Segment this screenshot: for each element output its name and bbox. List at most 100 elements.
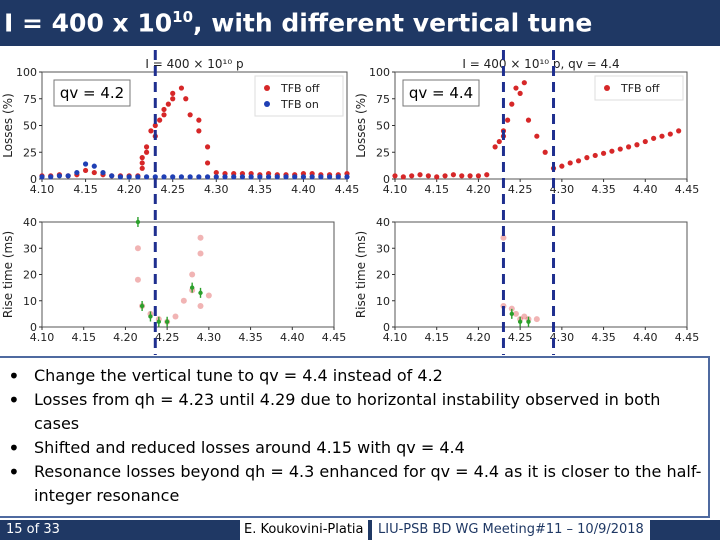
data-point (248, 174, 254, 180)
y-tick-label: 75 (23, 93, 37, 106)
x-tick-label: 4.20 (117, 183, 142, 196)
data-point (139, 303, 145, 309)
data-point (170, 96, 176, 102)
data-point (542, 149, 548, 155)
data-point (567, 160, 573, 166)
data-point (187, 112, 193, 118)
bullet-dot-icon: • (8, 364, 20, 388)
x-tick-label: 4.45 (322, 331, 347, 344)
data-point (575, 158, 582, 164)
y-tick-label: 20 (23, 269, 37, 282)
y-tick-label: 40 (23, 216, 37, 229)
data-point (180, 297, 187, 304)
data-point (189, 271, 196, 278)
plot-area: 4.10 4.15 4.20 4.25 4.30 4.35 4.40 4.45 0 25 50 75 1… (0, 50, 720, 355)
data-point (442, 173, 448, 179)
bullet-box: • Change the vertical tune to qv = 4.4 in… (0, 356, 710, 518)
data-point (164, 319, 170, 324)
data-point (172, 313, 179, 320)
bullet-list: • Change the vertical tune to qv = 4.4 in… (4, 364, 704, 508)
x-tick-label: 4.40 (280, 331, 305, 344)
bullet-item: • Resonance losses beyond qh = 4.3 enhanc… (4, 460, 704, 508)
data-point (82, 161, 89, 167)
data-point (161, 112, 167, 118)
data-point (198, 290, 203, 296)
x-tick-label: 4.10 (30, 183, 55, 196)
data-point (484, 172, 490, 178)
x-tick-label: 4.35 (238, 331, 263, 344)
data-point (239, 174, 246, 180)
data-point (161, 174, 167, 180)
y-tick-label: 40 (376, 216, 390, 229)
legend-label: TFB on (280, 98, 319, 111)
data-point (109, 173, 115, 179)
data-point (91, 163, 97, 169)
data-point (134, 276, 141, 283)
title-bar: I = 400 x 1010, with different vertical … (0, 0, 720, 46)
y-tick-label: 0 (30, 173, 37, 186)
chart-panel-bottom-left: 4.10 4.15 4.20 4.25 4.30 4.35 4.40 4.45 0 10 20 30 4… (1, 216, 346, 344)
x-tick-label: 4.10 (383, 183, 408, 196)
y-tick-label: 0 (30, 321, 37, 334)
data-point (134, 245, 141, 252)
data-point (189, 285, 195, 290)
data-point (400, 174, 406, 180)
x-tick-label: 4.15 (73, 183, 98, 196)
data-point (213, 169, 219, 176)
bullet-dot-icon: • (8, 388, 20, 412)
data-point (559, 163, 565, 169)
legend-marker (264, 85, 270, 91)
y-tick-label: 10 (23, 295, 37, 308)
data-point (156, 319, 161, 324)
y-axis-label: Losses (%) (1, 93, 15, 158)
data-point (143, 149, 150, 155)
data-point (659, 133, 665, 139)
legend-box (254, 75, 344, 117)
data-point (467, 173, 473, 179)
data-point (609, 148, 615, 154)
x-tick-label: 4.40 (633, 331, 658, 344)
data-point (526, 319, 531, 324)
bullet-dot-icon: • (8, 436, 20, 460)
x-tick-label: 4.15 (424, 331, 449, 344)
y-tick-label: 0 (383, 321, 390, 334)
data-point (508, 305, 515, 312)
x-tick-label: 4.35 (591, 183, 616, 196)
data-point (434, 174, 440, 180)
data-point (139, 155, 145, 161)
data-point (135, 219, 141, 225)
data-point (197, 303, 204, 309)
chart-panel-bottom-right: 4.10 4.15 4.20 4.25 4.30 4.35 4.40 4.45 0 10 20 30 4… (354, 216, 699, 344)
data-point (82, 167, 89, 174)
data-point (170, 174, 176, 180)
data-point (300, 174, 307, 180)
data-point (161, 106, 167, 113)
data-point (492, 144, 498, 150)
data-point (197, 250, 204, 257)
x-tick-label: 4.30 (550, 183, 575, 196)
x-tick-label: 4.15 (424, 183, 449, 196)
data-point (475, 173, 482, 179)
data-point (170, 90, 176, 96)
x-tick-label: 4.30 (550, 331, 575, 344)
data-point (126, 174, 132, 180)
data-point (231, 174, 237, 180)
y-tick-label: 10 (376, 295, 390, 308)
plots-svg: 4.10 4.15 4.20 4.25 4.30 4.35 4.40 4.45 0 25 50 75 1… (1, 50, 699, 355)
y-tick-label: 100 (369, 66, 390, 79)
data-point (534, 133, 540, 139)
y-tick-label: 30 (23, 242, 37, 255)
bullet-item: • Change the vertical tune to qv = 4.4 in… (4, 364, 704, 388)
data-point (204, 144, 211, 150)
y-tick-label: 25 (376, 146, 390, 159)
data-point (318, 174, 324, 180)
footer-author: E. Koukovini-Platia (240, 520, 368, 540)
data-point (204, 160, 211, 166)
chart-title: I = 400 × 10¹⁰ p (145, 57, 243, 71)
data-point (65, 173, 71, 179)
annotation-label: qv = 4.4 (409, 84, 473, 102)
data-point (521, 313, 528, 320)
y-axis-label: Losses (%) (354, 93, 368, 158)
y-tick-label: 75 (376, 93, 390, 106)
annotation-box (53, 79, 131, 107)
